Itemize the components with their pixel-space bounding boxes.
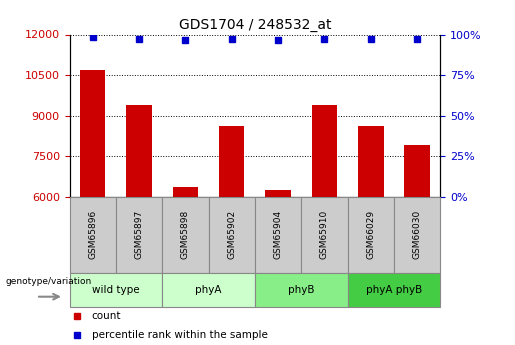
FancyBboxPatch shape — [348, 197, 394, 273]
FancyBboxPatch shape — [70, 197, 116, 273]
Text: phyA: phyA — [195, 285, 222, 295]
FancyBboxPatch shape — [394, 197, 440, 273]
Text: GSM65902: GSM65902 — [227, 210, 236, 259]
FancyBboxPatch shape — [348, 273, 440, 307]
Bar — [80, 70, 106, 197]
Text: GSM65904: GSM65904 — [273, 210, 283, 259]
Bar — [173, 187, 198, 197]
Text: GSM66029: GSM66029 — [366, 210, 375, 259]
Text: GSM66030: GSM66030 — [413, 210, 422, 259]
Bar — [265, 190, 291, 197]
Bar — [358, 126, 384, 197]
FancyBboxPatch shape — [70, 273, 162, 307]
Text: phyA phyB: phyA phyB — [366, 285, 422, 295]
Text: genotype/variation: genotype/variation — [5, 277, 91, 286]
Text: GSM65896: GSM65896 — [88, 210, 97, 259]
FancyBboxPatch shape — [255, 197, 301, 273]
FancyBboxPatch shape — [301, 197, 348, 273]
Bar — [404, 145, 430, 197]
Text: count: count — [92, 311, 121, 321]
FancyBboxPatch shape — [116, 197, 162, 273]
Text: GSM65897: GSM65897 — [134, 210, 144, 259]
Text: GSM65910: GSM65910 — [320, 210, 329, 259]
FancyBboxPatch shape — [162, 197, 209, 273]
Bar — [312, 105, 337, 197]
Bar — [219, 126, 245, 197]
Bar — [126, 105, 152, 197]
Text: wild type: wild type — [92, 285, 140, 295]
Text: percentile rank within the sample: percentile rank within the sample — [92, 330, 268, 339]
Text: GSM65898: GSM65898 — [181, 210, 190, 259]
Title: GDS1704 / 248532_at: GDS1704 / 248532_at — [179, 18, 331, 32]
FancyBboxPatch shape — [255, 273, 348, 307]
Text: phyB: phyB — [288, 285, 315, 295]
FancyBboxPatch shape — [162, 273, 255, 307]
FancyBboxPatch shape — [209, 197, 255, 273]
